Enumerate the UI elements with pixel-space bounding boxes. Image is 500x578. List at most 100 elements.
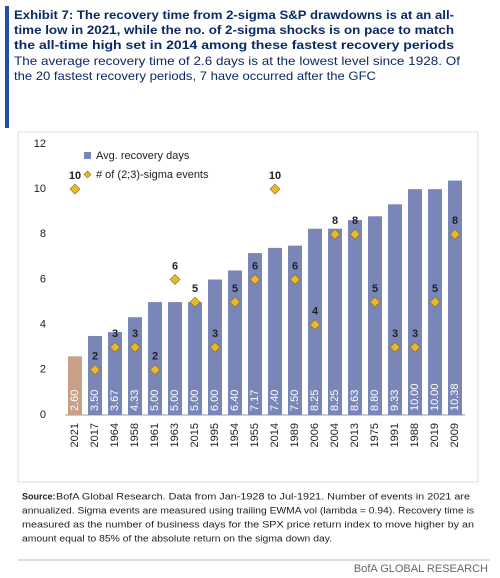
y-tick-label: 10 xyxy=(34,183,46,195)
bar-value-label: 7.17 xyxy=(249,390,261,411)
x-tick-label: 1989 xyxy=(289,423,301,447)
event-marker xyxy=(189,296,201,308)
event-marker xyxy=(229,296,241,308)
y-tick-label: 6 xyxy=(40,273,46,285)
event-label: 5 xyxy=(372,283,378,295)
bar xyxy=(88,335,102,415)
chart-title: the all-time high set in 2014 among thes… xyxy=(14,38,454,52)
source-text: BofA Global Research. Data from Jan-1928… xyxy=(56,491,470,501)
bar-value-label: 10.38 xyxy=(449,383,461,411)
x-tick-label: 1975 xyxy=(369,423,381,447)
event-label: 3 xyxy=(212,328,218,340)
bar-value-label: 2.60 xyxy=(69,390,81,411)
bar-value-label: 3.67 xyxy=(109,390,121,411)
y-tick-label: 2 xyxy=(40,364,46,376)
legend-label: # of (2;3)-sigma events xyxy=(96,169,209,181)
y-tick-label: 0 xyxy=(40,409,46,421)
bar xyxy=(168,302,182,415)
chart-subtitle: the 20 fastest recovery periods, 7 have … xyxy=(14,69,376,83)
bar-value-label: 7.50 xyxy=(289,390,301,411)
bar xyxy=(328,228,342,415)
x-tick-label: 1961 xyxy=(149,423,161,447)
bar xyxy=(348,220,362,415)
bar xyxy=(68,356,82,415)
chart-title: Exhibit 7: The recovery time from 2-sigm… xyxy=(14,8,454,22)
event-marker xyxy=(209,341,221,353)
event-marker xyxy=(389,341,401,353)
event-label: 10 xyxy=(269,170,281,182)
bar-value-label: 8.25 xyxy=(329,390,341,411)
event-label: 3 xyxy=(412,328,418,340)
event-label: 2 xyxy=(152,351,158,363)
bar-value-label: 6.00 xyxy=(209,390,221,411)
event-label: 10 xyxy=(69,170,81,182)
event-marker xyxy=(109,341,121,353)
bar xyxy=(408,189,422,415)
x-tick-label: 2021 xyxy=(69,423,81,447)
x-tick-label: 2014 xyxy=(269,423,281,447)
bar xyxy=(228,270,242,415)
x-tick-label: 2006 xyxy=(309,423,321,447)
x-tick-label: 1995 xyxy=(209,423,221,447)
bar-value-label: 5.00 xyxy=(149,390,161,411)
bar-value-label: 5.00 xyxy=(189,390,201,411)
legend-swatch xyxy=(83,170,92,179)
event-marker xyxy=(329,228,341,240)
event-label: 8 xyxy=(452,215,458,227)
event-label: 6 xyxy=(292,260,298,272)
event-marker xyxy=(309,319,321,331)
event-marker xyxy=(269,183,281,195)
event-label: 8 xyxy=(352,215,358,227)
event-marker xyxy=(409,341,421,353)
chart-subtitle: The average recovery time of 2.6 days is… xyxy=(14,54,461,68)
event-marker xyxy=(289,274,301,285)
source-text: measured as the number of business days … xyxy=(22,519,474,529)
bar xyxy=(128,317,142,415)
event-marker xyxy=(149,364,161,376)
bar-value-label: 8.25 xyxy=(309,390,321,411)
source-text: amount equal to 85% of the absolute retu… xyxy=(22,533,332,543)
bar-value-label: 8.63 xyxy=(349,390,361,411)
x-tick-label: 2009 xyxy=(449,423,461,447)
event-label: 6 xyxy=(252,260,258,272)
chart-title: time low in 2021, while the no. of 2-sig… xyxy=(14,23,454,37)
x-tick-label: 1955 xyxy=(249,423,261,447)
x-tick-label: 1958 xyxy=(129,423,141,447)
legend-swatch xyxy=(84,152,91,159)
event-label: 5 xyxy=(192,283,198,295)
bar-value-label: 10.00 xyxy=(429,383,441,411)
event-marker xyxy=(169,274,181,285)
y-tick-label: 4 xyxy=(40,319,46,331)
bar xyxy=(388,204,402,415)
x-tick-label: 1991 xyxy=(389,423,401,447)
source-label: Source: xyxy=(22,491,56,501)
bar xyxy=(148,302,162,415)
bar xyxy=(368,216,382,415)
event-marker xyxy=(369,296,381,308)
event-marker xyxy=(69,183,81,195)
event-label: 6 xyxy=(172,260,178,272)
event-marker xyxy=(349,228,361,240)
bar-value-label: 3.50 xyxy=(89,390,101,411)
bar-value-label: 5.00 xyxy=(169,390,181,411)
footer: BofA GLOBAL RESEARCH xyxy=(354,563,488,575)
event-marker xyxy=(249,274,261,285)
x-tick-label: 2017 xyxy=(89,423,101,447)
event-label: 3 xyxy=(392,328,398,340)
event-label: 2 xyxy=(92,351,98,363)
event-label: 4 xyxy=(312,306,319,318)
event-label: 8 xyxy=(332,215,338,227)
event-label: 3 xyxy=(112,328,118,340)
x-tick-label: 1954 xyxy=(229,423,241,447)
source-text: annualized. Sigma events are measured us… xyxy=(22,505,475,515)
chart-frame xyxy=(17,131,479,483)
bar-value-label: 10.00 xyxy=(409,383,421,411)
x-tick-label: 2015 xyxy=(189,423,201,447)
y-tick-label: 8 xyxy=(40,228,46,240)
x-tick-label: 2004 xyxy=(329,423,341,447)
event-marker xyxy=(449,228,461,240)
y-tick-label: 12 xyxy=(34,138,46,150)
x-tick-label: 1988 xyxy=(409,423,421,447)
bar xyxy=(288,245,302,415)
